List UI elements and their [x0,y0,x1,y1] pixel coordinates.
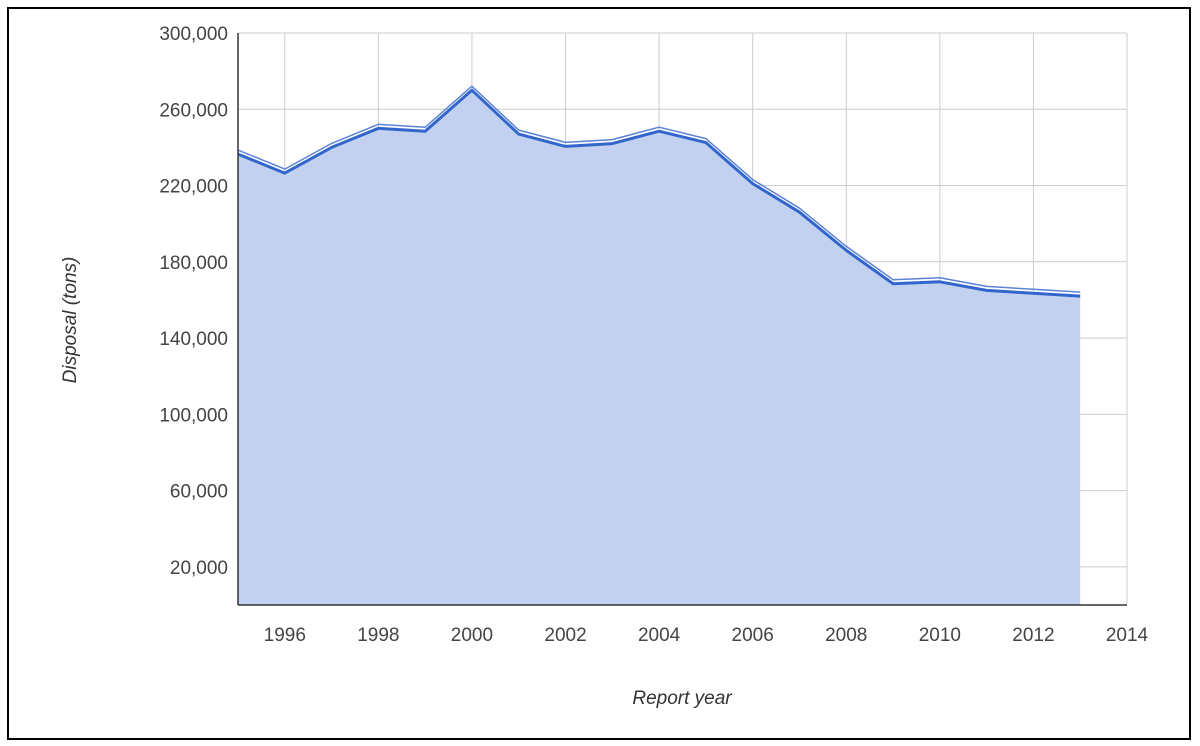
y-tick-labels: 20,000 60,000 100,000 140,000 180,000 220,000… [159,24,228,579]
x-tick-label: 2014 [1106,625,1149,646]
x-tick-label: 2002 [544,625,586,646]
x-tick-labels: 1996 1998 2000 2002 2004 2006 2008 2010 2012 2014 [264,625,1149,646]
x-tick-label: 2008 [825,625,867,646]
x-tick-label: 2010 [919,625,961,646]
y-tick-label: 260,000 [159,100,228,121]
x-tick-label: 2012 [1012,625,1054,646]
y-tick-label: 220,000 [159,177,228,198]
y-tick-label: 100,000 [159,405,228,426]
y-tick-label: 140,000 [159,329,228,350]
y-tick-label: 180,000 [159,253,228,274]
x-tick-label: 2004 [638,625,681,646]
series-line-highlight [237,85,1081,293]
series-area [238,90,1081,605]
y-tick-label: 300,000 [159,24,228,45]
x-tick-label: 1996 [264,625,306,646]
x-tick-label: 2006 [732,625,774,646]
area-layer [237,85,1081,605]
x-tick-label: 1998 [357,625,399,646]
x-axis-title: Report year [632,688,732,709]
y-tick-label: 20,000 [170,558,228,579]
y-tick-label: 60,000 [170,482,228,503]
axes [237,33,1127,606]
x-tick-label: 2000 [451,625,493,646]
y-axis-title: Disposal (tons) [60,257,81,384]
